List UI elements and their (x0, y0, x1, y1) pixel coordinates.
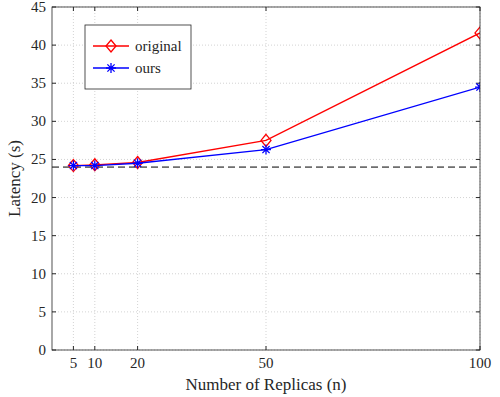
tick (94, 7, 95, 11)
x-axis-label: Number of Replicas (n) (186, 375, 347, 394)
marker (261, 145, 271, 155)
tick (266, 7, 267, 11)
legend-box (85, 25, 191, 89)
legend-label: ours (135, 60, 161, 76)
tick (476, 311, 480, 312)
tick (476, 197, 480, 198)
marker (133, 158, 143, 168)
tick-label: 30 (31, 113, 46, 129)
tick (52, 311, 56, 312)
plot-area (52, 7, 480, 350)
tick-label: 25 (31, 151, 46, 167)
grid-line (52, 159, 480, 160)
tick (73, 7, 74, 11)
tick (52, 235, 56, 236)
legend-marker (106, 40, 116, 52)
tick (476, 121, 480, 122)
marker (475, 82, 480, 92)
tick (73, 346, 74, 350)
tick (52, 45, 56, 46)
tick (52, 273, 56, 274)
tick-label: 0 (39, 342, 47, 358)
marker (475, 27, 480, 39)
tick (266, 346, 267, 350)
chart: 0 5 10 15 20 25 30 35 40 45 5 10 20 50 100 Number of Re… (0, 0, 500, 397)
tick-label: 20 (31, 190, 46, 206)
reference-line (52, 167, 480, 168)
tick-label: 15 (31, 228, 46, 244)
y-axis-label: Latency (s) (5, 140, 24, 217)
tick (476, 45, 480, 46)
legend-label: original (135, 38, 182, 54)
marker (68, 161, 78, 171)
marker (68, 160, 78, 172)
legend-line (93, 45, 129, 46)
grid-line (73, 7, 74, 350)
tick-label: 50 (259, 355, 274, 371)
tick (137, 7, 138, 11)
tick-label: 40 (31, 37, 46, 53)
series-line (73, 33, 480, 166)
grid-line (52, 311, 480, 312)
tick-label: 20 (130, 355, 145, 371)
tick (94, 346, 95, 350)
tick (52, 197, 56, 198)
tick (52, 83, 56, 84)
tick-label: 35 (31, 75, 46, 91)
tick (476, 235, 480, 236)
tick (137, 346, 138, 350)
tick (52, 159, 56, 160)
tick (52, 121, 56, 122)
tick-label: 10 (87, 355, 102, 371)
grid-line (266, 7, 267, 350)
legend: original ours (85, 25, 191, 89)
legend-marker (106, 63, 116, 73)
marker (90, 161, 100, 171)
tick (476, 273, 480, 274)
grid-line (52, 197, 480, 198)
tick-label: 10 (31, 266, 46, 282)
frame (52, 7, 480, 350)
tick-label: 5 (70, 355, 78, 371)
series-line (73, 87, 480, 166)
tick-label: 45 (31, 0, 46, 15)
tick (476, 159, 480, 160)
tick-label: 100 (469, 355, 492, 371)
tick-label: 5 (39, 304, 47, 320)
